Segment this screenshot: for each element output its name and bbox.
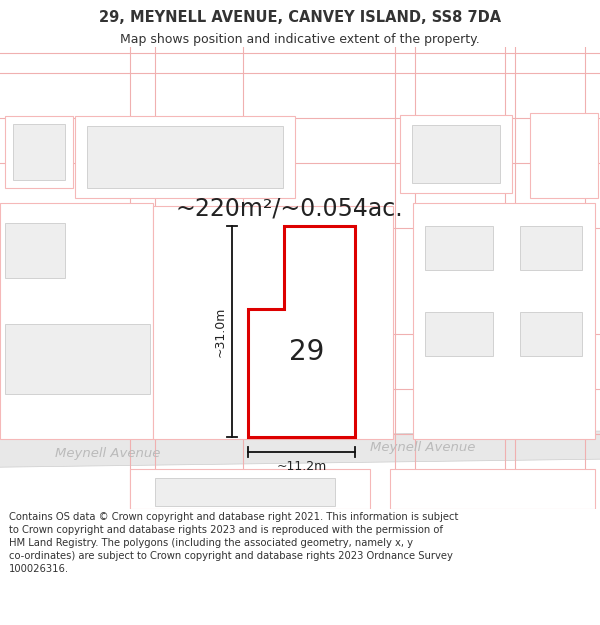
Bar [510, 304, 592, 364]
Polygon shape [0, 431, 600, 468]
Bar [415, 304, 503, 364]
Bar [510, 218, 592, 278]
Bar [530, 112, 598, 198]
Bar [400, 115, 512, 193]
Bar [520, 226, 582, 271]
Text: 29: 29 [289, 338, 324, 366]
Bar [413, 203, 595, 439]
Bar [155, 478, 335, 506]
Text: ~31.0m: ~31.0m [214, 306, 227, 357]
Bar [13, 124, 65, 180]
Bar [5, 116, 73, 188]
Bar [520, 312, 582, 356]
Bar [412, 125, 500, 183]
Text: ~220m²/~0.054ac.: ~220m²/~0.054ac. [175, 196, 403, 220]
Bar [87, 126, 283, 188]
Bar [425, 226, 493, 271]
Text: 29, MEYNELL AVENUE, CANVEY ISLAND, SS8 7DA: 29, MEYNELL AVENUE, CANVEY ISLAND, SS8 7… [99, 9, 501, 24]
Text: Map shows position and indicative extent of the property.: Map shows position and indicative extent… [120, 33, 480, 46]
Bar [5, 324, 150, 394]
Polygon shape [248, 226, 355, 437]
Bar [130, 469, 370, 509]
Bar [415, 218, 503, 278]
Bar [75, 116, 295, 198]
Bar [5, 223, 65, 278]
Text: Contains OS data © Crown copyright and database right 2021. This information is : Contains OS data © Crown copyright and d… [9, 512, 458, 574]
Bar [390, 469, 595, 509]
Bar [0, 203, 153, 439]
Text: Meynell Avenue: Meynell Avenue [370, 441, 475, 454]
Text: ~11.2m: ~11.2m [277, 460, 326, 473]
Bar [425, 312, 493, 356]
Bar [153, 206, 393, 439]
Text: Meynell Avenue: Meynell Avenue [55, 447, 160, 459]
